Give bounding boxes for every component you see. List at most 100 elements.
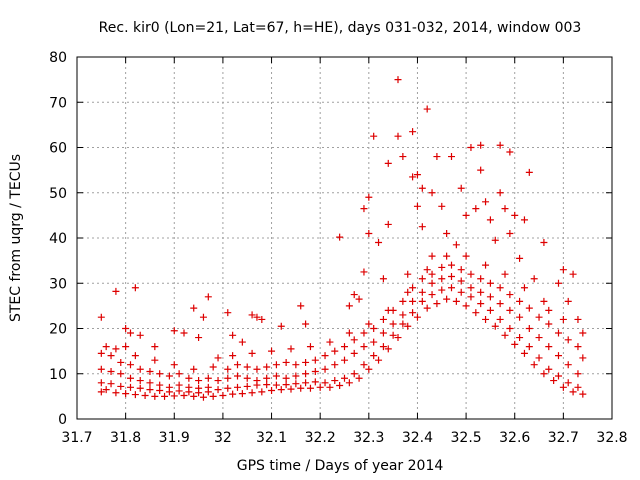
y-tick-label: 60 <box>49 141 67 157</box>
data-point <box>506 325 514 332</box>
data-point <box>97 388 105 396</box>
data-point <box>127 329 134 337</box>
data-point <box>569 270 577 278</box>
data-point <box>438 202 446 210</box>
data-point <box>399 320 407 328</box>
data-point <box>448 284 455 292</box>
data-point <box>302 358 310 366</box>
data-point <box>535 334 543 342</box>
x-tick-label: 32.1 <box>256 430 287 446</box>
data-point <box>302 379 310 387</box>
data-point <box>409 173 417 181</box>
data-point <box>297 384 305 392</box>
data-point <box>287 345 295 353</box>
data-point <box>345 329 353 337</box>
data-point <box>462 302 470 310</box>
x-tick-label: 32.6 <box>499 430 530 446</box>
data-point <box>112 287 120 295</box>
data-point <box>302 320 310 328</box>
data-point <box>277 386 285 394</box>
data-point <box>413 202 421 210</box>
data-point <box>462 252 470 260</box>
data-point <box>491 236 499 244</box>
data-point <box>418 184 426 192</box>
data-point <box>97 349 105 357</box>
data-point <box>117 370 125 378</box>
data-point <box>122 325 130 332</box>
data-point <box>555 279 562 287</box>
data-point <box>127 361 134 369</box>
data-point <box>136 365 144 373</box>
data-point <box>336 233 344 241</box>
data-point <box>520 349 528 357</box>
data-point <box>102 386 110 394</box>
y-tick-label: 30 <box>49 276 67 292</box>
data-point <box>195 384 203 392</box>
data-point <box>462 211 470 219</box>
data-point <box>409 309 417 317</box>
data-point <box>360 343 368 351</box>
data-point <box>156 370 164 378</box>
data-point <box>321 379 329 387</box>
data-point <box>243 382 251 390</box>
data-point <box>170 392 178 400</box>
y-tick-label: 40 <box>49 231 67 247</box>
data-point <box>501 331 509 339</box>
data-point <box>399 153 407 161</box>
data-point <box>448 153 455 161</box>
data-point <box>457 184 465 192</box>
data-point <box>409 297 417 305</box>
data-point <box>209 363 217 371</box>
data-point <box>545 365 553 373</box>
data-point <box>413 313 421 321</box>
data-point <box>248 311 256 319</box>
data-point <box>234 372 241 380</box>
data-point <box>574 343 582 351</box>
data-point <box>384 220 392 228</box>
data-point <box>530 275 538 283</box>
x-tick-label: 32.4 <box>402 430 433 446</box>
data-point <box>282 374 290 382</box>
data-point <box>472 309 480 317</box>
data-point <box>365 365 373 373</box>
x-tick-label: 32.7 <box>548 430 579 446</box>
data-point <box>224 365 232 373</box>
data-point <box>525 304 533 312</box>
data-point <box>345 302 353 310</box>
y-tick-label: 50 <box>49 186 67 202</box>
data-point <box>559 383 567 391</box>
data-point <box>165 383 173 391</box>
data-point <box>472 205 480 213</box>
data-point <box>292 372 300 380</box>
data-point <box>574 383 582 391</box>
data-point <box>540 370 548 378</box>
data-point <box>438 286 446 294</box>
data-point <box>156 381 164 389</box>
data-point <box>190 392 198 400</box>
data-point <box>545 320 553 328</box>
data-point <box>131 284 139 292</box>
data-point <box>477 166 485 174</box>
data-point <box>404 270 412 278</box>
data-point <box>122 343 130 351</box>
data-point <box>341 343 348 351</box>
data-point <box>452 241 460 249</box>
data-point <box>321 352 329 360</box>
data-point <box>311 367 319 375</box>
data-point <box>136 331 144 339</box>
data-point <box>477 141 485 149</box>
data-point <box>579 390 587 398</box>
data-point <box>263 374 271 382</box>
data-point <box>404 322 412 330</box>
data-point <box>511 340 519 348</box>
data-point <box>379 329 387 337</box>
data-point <box>107 352 115 360</box>
data-point <box>375 239 383 247</box>
data-point <box>136 384 144 392</box>
data-point <box>360 205 368 213</box>
data-point <box>559 266 567 274</box>
data-point <box>525 168 533 176</box>
data-point <box>229 331 237 339</box>
data-point <box>112 389 120 397</box>
data-point <box>175 381 183 389</box>
